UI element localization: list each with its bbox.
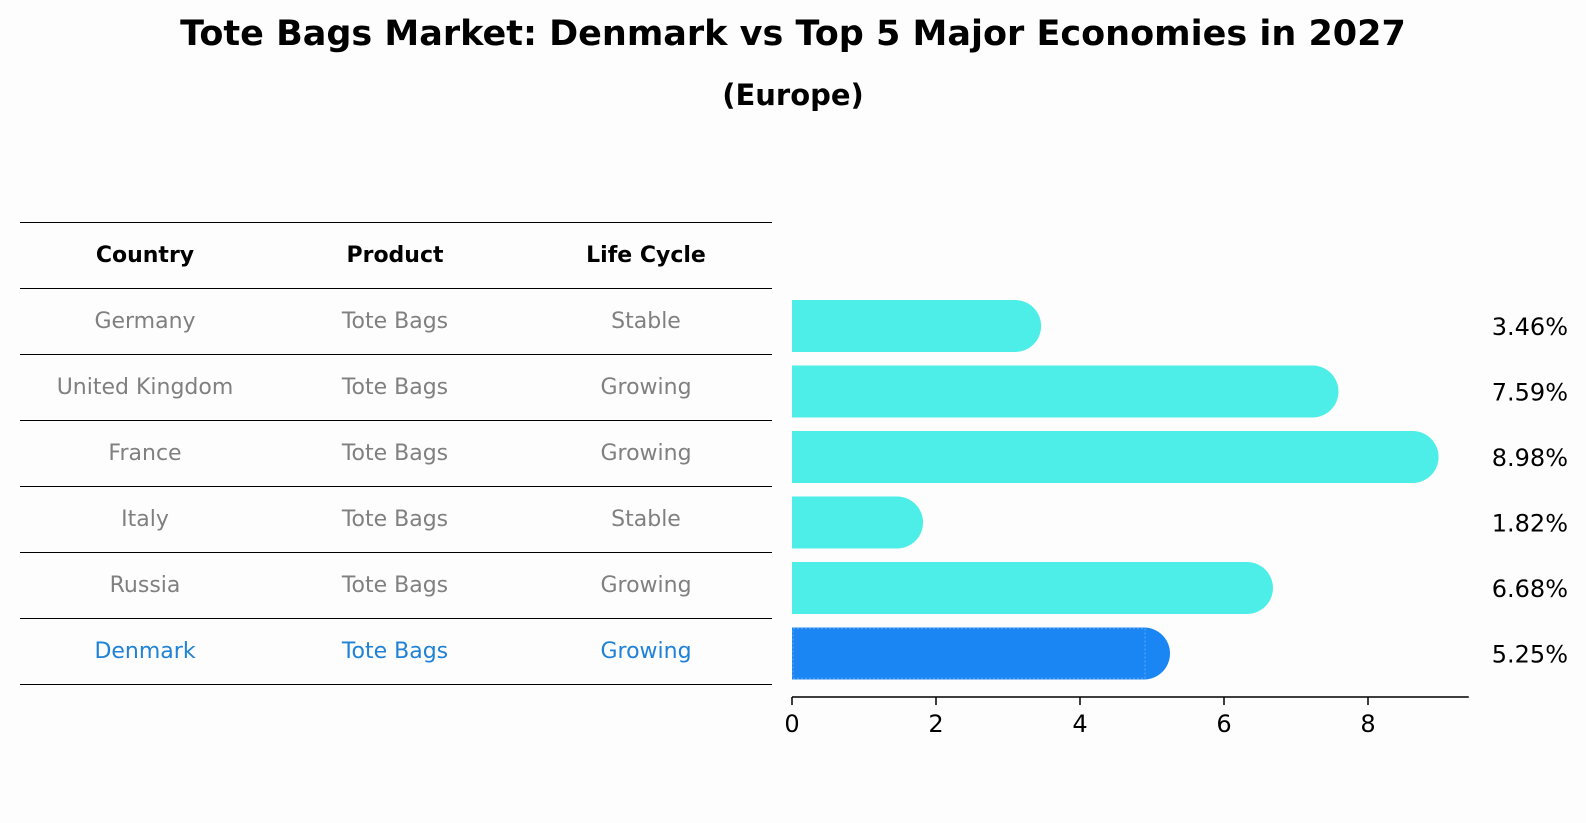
cell-product: Tote Bags <box>270 552 520 619</box>
column-header-life-cycle: Life Cycle <box>520 222 772 289</box>
cell-life-cycle: Stable <box>520 288 772 355</box>
table-row: United Kingdom Tote Bags Growing <box>20 354 772 421</box>
column-header-product: Product <box>270 222 520 289</box>
bar-united-kingdom <box>792 365 1339 418</box>
cell-life-cycle: Stable <box>520 486 772 553</box>
cell-product: Tote Bags <box>270 354 520 421</box>
x-tick-label: 4 <box>1072 710 1087 738</box>
table-row: Italy Tote Bags Stable <box>20 486 772 553</box>
cell-life-cycle: Growing <box>520 354 772 421</box>
cell-product: Tote Bags <box>270 618 520 685</box>
data-table: Country Product Life Cycle Germany Tote … <box>20 222 772 685</box>
table-header-row: Country Product Life Cycle <box>20 222 772 289</box>
value-label: 1.82% <box>1492 510 1568 538</box>
bar-russia <box>792 562 1273 614</box>
cell-country: Italy <box>20 486 270 553</box>
value-label: 6.68% <box>1492 575 1568 603</box>
table-row: France Tote Bags Growing <box>20 420 772 487</box>
bar-highlight-outline <box>792 627 1146 680</box>
x-tick-label: 6 <box>1216 710 1231 738</box>
cell-country: Russia <box>20 552 270 619</box>
x-tick-label: 2 <box>928 710 943 738</box>
value-label: 7.59% <box>1492 379 1568 407</box>
cell-country: Germany <box>20 288 270 355</box>
cell-country: United Kingdom <box>20 354 270 421</box>
cell-product: Tote Bags <box>270 420 520 487</box>
bar-italy <box>792 496 924 549</box>
cell-life-cycle: Growing <box>520 552 772 619</box>
value-label: 5.25% <box>1492 641 1568 669</box>
cell-life-cycle: Growing <box>520 420 772 487</box>
bar-france <box>792 431 1439 483</box>
table-row: Russia Tote Bags Growing <box>20 552 772 619</box>
chart-title: Tote Bags Market: Denmark vs Top 5 Major… <box>180 14 1406 54</box>
x-tick-label: 0 <box>784 710 799 738</box>
value-label: 3.46% <box>1492 313 1568 341</box>
cell-life-cycle: Growing <box>520 618 772 685</box>
value-label: 8.98% <box>1492 444 1568 472</box>
cell-country: France <box>20 420 270 487</box>
cell-product: Tote Bags <box>270 288 520 355</box>
chart-subtitle: (Europe) <box>722 78 864 112</box>
table-row-highlighted: Denmark Tote Bags Growing <box>20 618 772 685</box>
bar-denmark <box>792 627 1170 680</box>
table-row: Germany Tote Bags Stable <box>20 288 772 355</box>
cell-product: Tote Bags <box>270 486 520 553</box>
x-tick-label: 8 <box>1360 710 1375 738</box>
cell-country: Denmark <box>20 618 270 685</box>
column-header-country: Country <box>20 222 270 289</box>
bar-germany <box>792 300 1042 352</box>
